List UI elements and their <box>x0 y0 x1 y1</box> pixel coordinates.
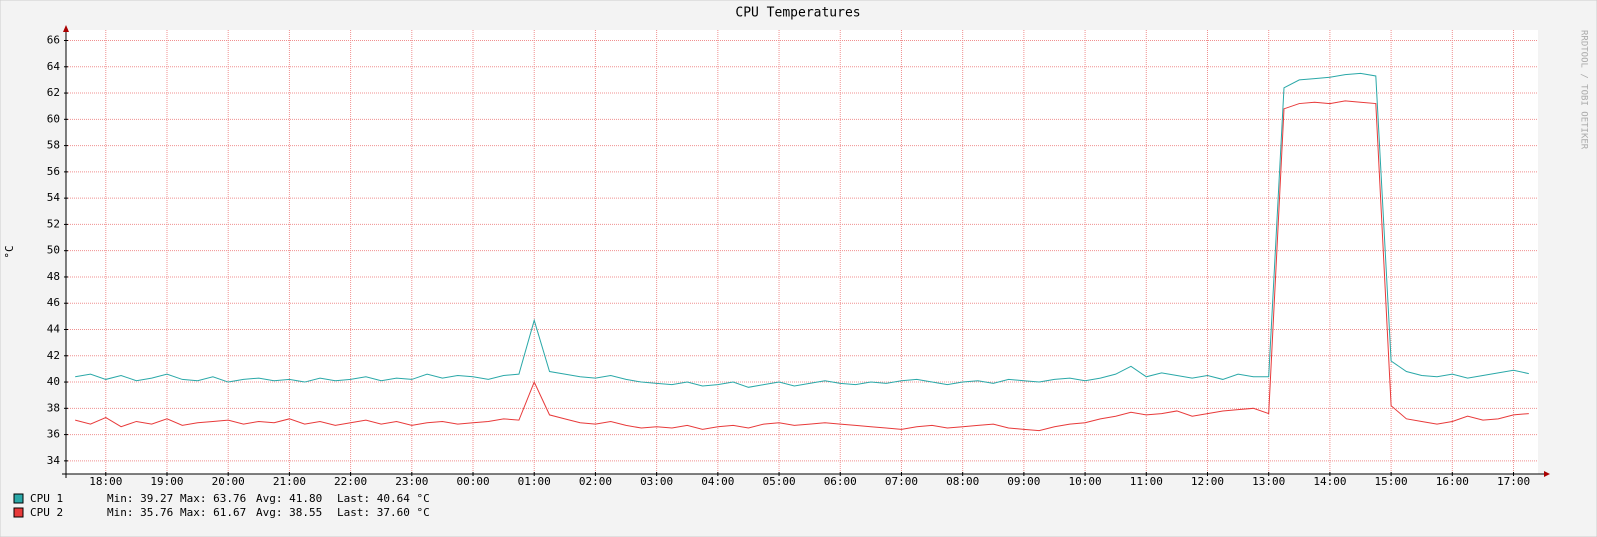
x-tick-label: 08:00 <box>946 475 979 488</box>
x-tick-label: 11:00 <box>1130 475 1163 488</box>
y-tick-label: 60 <box>47 112 60 125</box>
grid <box>66 30 1538 474</box>
legend-stat: Avg: 41.80 <box>256 492 322 505</box>
legend-swatch <box>13 507 24 518</box>
chart-title: CPU Temperatures <box>735 6 860 21</box>
x-tick-label: 14:00 <box>1313 475 1346 488</box>
legend-stat: Min: 39.27 <box>107 492 173 505</box>
y-tick-label: 36 <box>47 428 60 441</box>
y-tick-label: 58 <box>47 139 60 152</box>
x-tick-label: 13:00 <box>1252 475 1285 488</box>
x-tick-label: 03:00 <box>640 475 673 488</box>
x-tick-label: 12:00 <box>1191 475 1224 488</box>
x-tick-label: 02:00 <box>579 475 612 488</box>
x-tick-label: 15:00 <box>1375 475 1408 488</box>
series-line <box>75 100 1529 432</box>
x-tick-label: 06:00 <box>824 475 857 488</box>
x-tick-label: 07:00 <box>885 475 918 488</box>
x-arrow <box>1544 471 1550 477</box>
y-tick-label: 56 <box>47 165 60 178</box>
y-tick-label: 62 <box>47 86 60 99</box>
y-tick-label: 66 <box>47 34 60 47</box>
x-tick-label: 01:00 <box>518 475 551 488</box>
y-tick-label: 42 <box>47 349 60 362</box>
y-tick-label: 46 <box>47 296 60 309</box>
x-tick-label: 10:00 <box>1069 475 1102 488</box>
legend-stat: Last: 40.64 °C <box>337 492 430 505</box>
series-layer <box>75 72 1529 432</box>
x-tick-label: 21:00 <box>273 475 306 488</box>
series-line <box>75 72 1529 388</box>
legend: CPU 1 Min: 39.27 Max: 63.76 Avg: 41.80 Last:… <box>13 492 430 519</box>
watermark: RRDTOOL / TOBI OETIKER <box>1579 30 1589 150</box>
y-tick-label: 54 <box>47 191 61 204</box>
y-tick-label: 52 <box>47 217 60 230</box>
x-tick-label: 00:00 <box>456 475 489 488</box>
plot-area <box>66 30 1538 474</box>
x-tick-label: 05:00 <box>762 475 795 488</box>
x-tick-label: 04:00 <box>701 475 734 488</box>
legend-swatch <box>13 493 24 504</box>
legend-stat: Last: 37.60 °C <box>337 506 430 519</box>
x-tick-label: 18:00 <box>89 475 122 488</box>
y-tick-label: 34 <box>47 454 61 467</box>
x-tick-label: 20:00 <box>212 475 245 488</box>
x-tick-label: 17:00 <box>1497 475 1530 488</box>
x-tick-label: 09:00 <box>1007 475 1040 488</box>
legend-label: CPU 2 <box>30 506 63 519</box>
x-tick-label: 16:00 <box>1436 475 1469 488</box>
legend-label: CPU 1 <box>30 492 63 505</box>
y-arrow <box>63 25 69 32</box>
y-tick-label: 48 <box>47 270 60 283</box>
y-tick-label: 40 <box>47 375 60 388</box>
y-tick-label: 44 <box>47 323 61 336</box>
y-tick-label: 38 <box>47 401 60 414</box>
y-tick-label: 50 <box>47 244 60 257</box>
x-tick-label: 23:00 <box>395 475 428 488</box>
legend-stat: Max: 61.67 <box>180 506 246 519</box>
legend-stat: Min: 35.76 <box>107 506 173 519</box>
legend-stat: Avg: 38.55 <box>256 506 322 519</box>
legend-stat: Max: 63.76 <box>180 492 246 505</box>
y-tick-label: 64 <box>47 60 61 73</box>
x-tick-label: 22:00 <box>334 475 367 488</box>
y-axis-label: °C <box>3 245 16 258</box>
x-tick-label: 19:00 <box>150 475 183 488</box>
